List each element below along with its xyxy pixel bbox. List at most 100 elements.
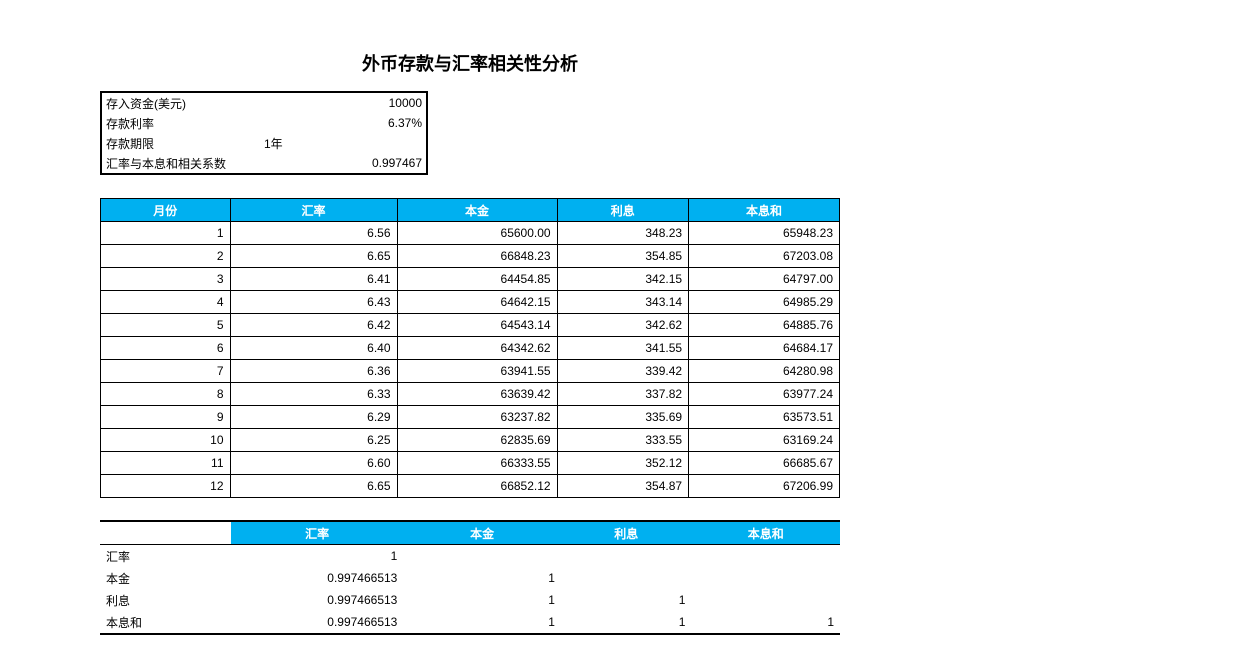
corr-cell (691, 545, 840, 568)
corr-cell: 1 (231, 545, 404, 568)
table-cell: 67203.08 (689, 245, 840, 268)
table-cell: 6.60 (230, 452, 397, 475)
correlation-table: 汇率 本金 利息 本息和 汇率1本金0.9974665131利息0.997466… (100, 520, 840, 635)
table-cell: 6 (101, 337, 231, 360)
table-cell: 62835.69 (397, 429, 557, 452)
table-cell: 64885.76 (689, 314, 840, 337)
table-row: 106.2562835.69333.5563169.24 (101, 429, 840, 452)
table-cell: 64342.62 (397, 337, 557, 360)
corr-cell: 1 (691, 611, 840, 634)
info-row-deposit: 存入资金(美元) 10000 (102, 93, 426, 113)
corr-row-label: 利息 (100, 589, 231, 611)
table-cell: 8 (101, 383, 231, 406)
info-row-corr: 汇率与本息和相关系数 0.997467 (102, 153, 426, 173)
corr-cell: 1 (403, 567, 561, 589)
info-row-rate: 存款利率 6.37% (102, 113, 426, 133)
info-rate-value: 6.37% (318, 113, 426, 133)
table-row: 36.4164454.85342.1564797.00 (101, 268, 840, 291)
table-cell: 63941.55 (397, 360, 557, 383)
table-cell: 6.29 (230, 406, 397, 429)
corr-cell (691, 567, 840, 589)
table-row: 56.4264543.14342.6264885.76 (101, 314, 840, 337)
corr-row: 汇率1 (100, 545, 840, 568)
table-row: 96.2963237.82335.6963573.51 (101, 406, 840, 429)
table-cell: 354.87 (557, 475, 688, 498)
table-cell: 9 (101, 406, 231, 429)
table-row: 16.5665600.00348.2365948.23 (101, 222, 840, 245)
table-cell: 2 (101, 245, 231, 268)
info-corr-mid (260, 153, 318, 173)
table-cell: 348.23 (557, 222, 688, 245)
table-cell: 63573.51 (689, 406, 840, 429)
table-cell: 6.43 (230, 291, 397, 314)
corr-header-row: 汇率 本金 利息 本息和 (100, 521, 840, 545)
table-cell: 63169.24 (689, 429, 840, 452)
table-cell: 65948.23 (689, 222, 840, 245)
col-sum: 本息和 (689, 199, 840, 222)
info-corr-value: 0.997467 (318, 153, 426, 173)
table-cell: 4 (101, 291, 231, 314)
info-box: 存入资金(美元) 10000 存款利率 6.37% 存款期限 1年 汇率与本息和… (100, 91, 428, 175)
table-cell: 64280.98 (689, 360, 840, 383)
table-cell: 6.56 (230, 222, 397, 245)
info-row-term: 存款期限 1年 (102, 133, 426, 153)
corr-cell: 0.997466513 (231, 567, 404, 589)
info-corr-label: 汇率与本息和相关系数 (102, 153, 260, 173)
corr-col-sum: 本息和 (691, 521, 840, 545)
table-cell: 64797.00 (689, 268, 840, 291)
table-cell: 6.41 (230, 268, 397, 291)
corr-row-label: 汇率 (100, 545, 231, 568)
table-cell: 63977.24 (689, 383, 840, 406)
corr-cell: 1 (561, 611, 691, 634)
table-cell: 6.65 (230, 475, 397, 498)
table-cell: 6.42 (230, 314, 397, 337)
table-cell: 339.42 (557, 360, 688, 383)
corr-col-rate: 汇率 (231, 521, 404, 545)
page-title: 外币存款与汇率相关性分析 (100, 50, 840, 76)
table-row: 86.3363639.42337.8263977.24 (101, 383, 840, 406)
table-row: 126.6566852.12354.8767206.99 (101, 475, 840, 498)
table-cell: 352.12 (557, 452, 688, 475)
main-table: 月份 汇率 本金 利息 本息和 16.5665600.00348.2365948… (100, 198, 840, 498)
table-cell: 6.25 (230, 429, 397, 452)
main-table-header-row: 月份 汇率 本金 利息 本息和 (101, 199, 840, 222)
info-deposit-label: 存入资金(美元) (102, 93, 260, 113)
table-cell: 10 (101, 429, 231, 452)
table-cell: 64985.29 (689, 291, 840, 314)
table-cell: 7 (101, 360, 231, 383)
table-cell: 6.65 (230, 245, 397, 268)
corr-row: 本息和0.997466513111 (100, 611, 840, 634)
corr-row-label: 本金 (100, 567, 231, 589)
table-cell: 354.85 (557, 245, 688, 268)
table-cell: 342.15 (557, 268, 688, 291)
table-cell: 65600.00 (397, 222, 557, 245)
corr-cell (561, 545, 691, 568)
table-cell: 66685.67 (689, 452, 840, 475)
table-row: 76.3663941.55339.4264280.98 (101, 360, 840, 383)
table-row: 26.6566848.23354.8567203.08 (101, 245, 840, 268)
table-cell: 63639.42 (397, 383, 557, 406)
corr-col-interest: 利息 (561, 521, 691, 545)
col-principal: 本金 (397, 199, 557, 222)
table-cell: 3 (101, 268, 231, 291)
table-cell: 63237.82 (397, 406, 557, 429)
table-row: 66.4064342.62341.5564684.17 (101, 337, 840, 360)
table-cell: 64684.17 (689, 337, 840, 360)
table-cell: 67206.99 (689, 475, 840, 498)
info-deposit-value: 10000 (318, 93, 426, 113)
table-row: 116.6066333.55352.1266685.67 (101, 452, 840, 475)
corr-cell: 0.997466513 (231, 589, 404, 611)
corr-cell (403, 545, 561, 568)
table-cell: 66333.55 (397, 452, 557, 475)
table-cell: 333.55 (557, 429, 688, 452)
table-row: 46.4364642.15343.1464985.29 (101, 291, 840, 314)
corr-cell: 1 (561, 589, 691, 611)
info-term-label: 存款期限 (102, 133, 260, 153)
col-interest: 利息 (557, 199, 688, 222)
table-cell: 64642.15 (397, 291, 557, 314)
table-cell: 5 (101, 314, 231, 337)
table-cell: 6.40 (230, 337, 397, 360)
table-cell: 337.82 (557, 383, 688, 406)
col-month: 月份 (101, 199, 231, 222)
table-cell: 343.14 (557, 291, 688, 314)
